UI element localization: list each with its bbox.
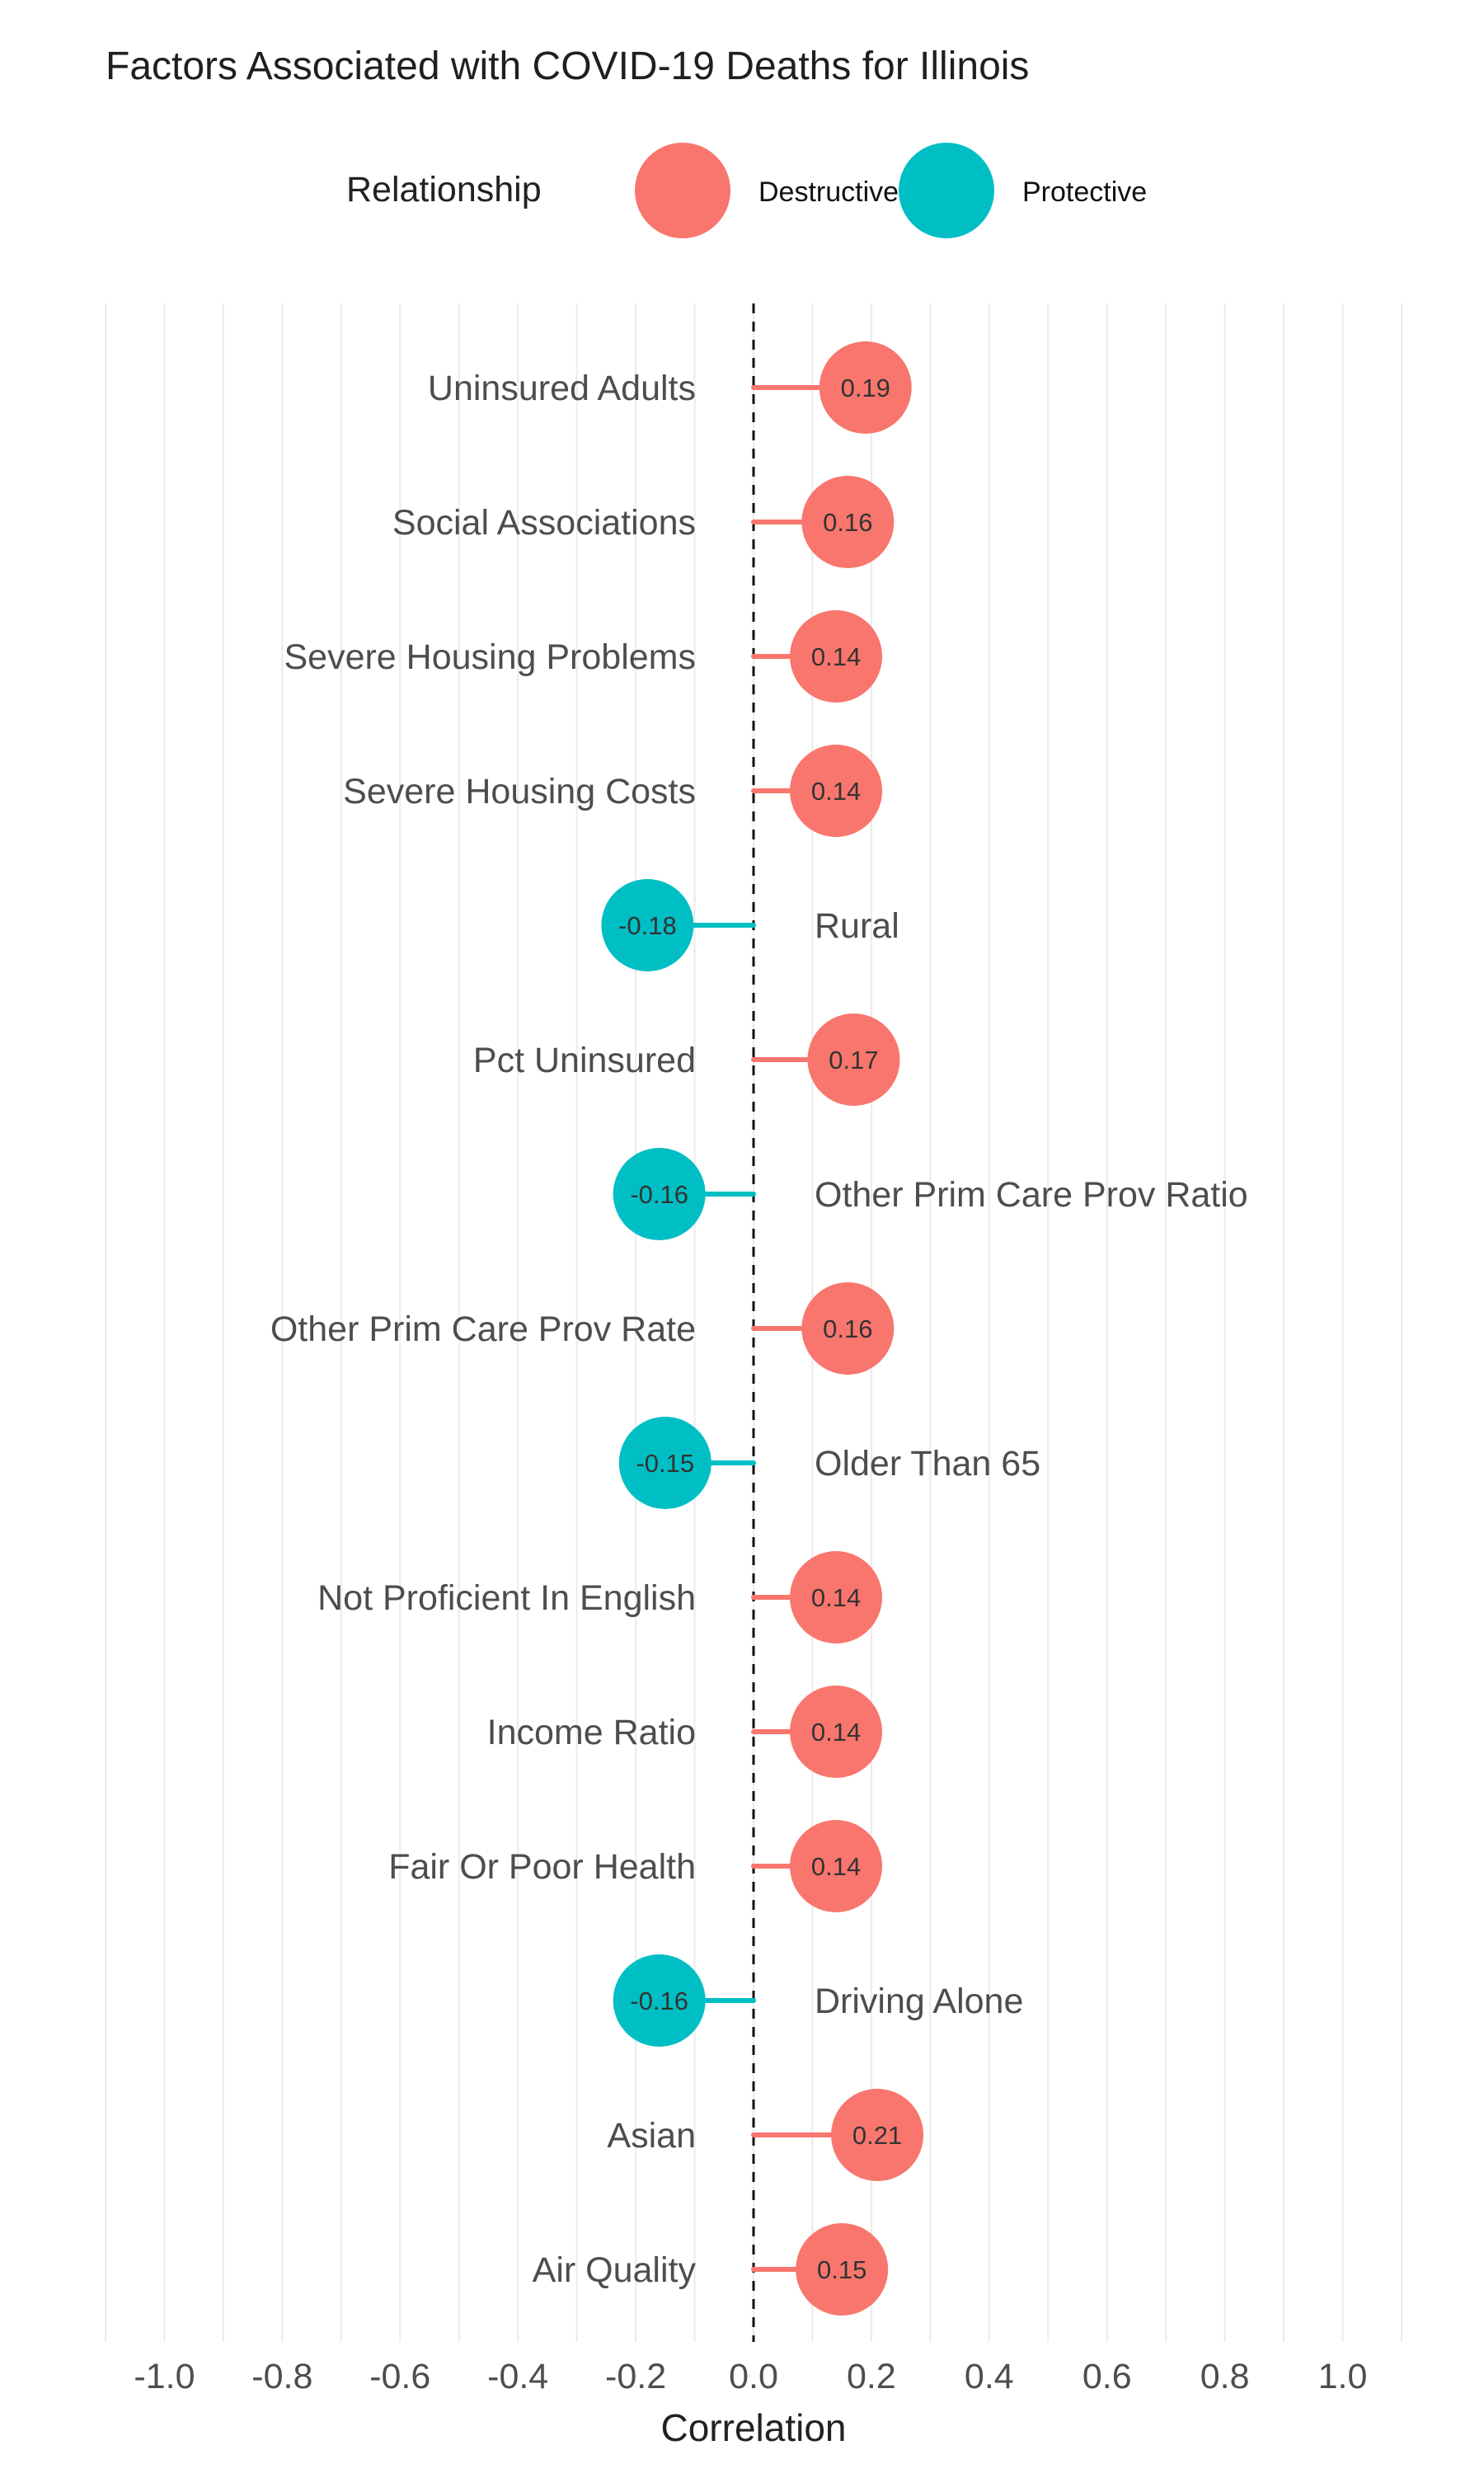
category-label-older-than-65: Older Than 65	[815, 1444, 1040, 1484]
point-other-prim-care-prov-ratio	[613, 1148, 706, 1240]
x-tick-label: 0.2	[847, 2357, 896, 2396]
category-label-rural: Rural	[815, 906, 899, 946]
x-tick-label: -0.8	[251, 2357, 312, 2396]
data-label-other-prim-care-prov-ratio: -0.16	[630, 1180, 688, 1209]
point-older-than-65	[618, 1417, 711, 1509]
data-label-rural: -0.18	[618, 911, 677, 940]
point-other-prim-care-prov-rate	[801, 1282, 895, 1375]
x-tick-label: -1.0	[134, 2357, 195, 2396]
point-pct-uninsured	[807, 1013, 900, 1106]
data-label-not-proficient-in-english: 0.14	[811, 1583, 861, 1612]
category-label-fair-or-poor-health: Fair Or Poor Health	[388, 1847, 696, 1887]
category-label-air-quality: Air Quality	[533, 2250, 697, 2290]
legend-label-protective: Protective	[1022, 176, 1147, 208]
point-uninsured-adults	[819, 341, 912, 434]
data-label-driving-alone: -0.16	[630, 1987, 688, 2015]
point-rural	[601, 879, 694, 971]
legend-title: Relationship	[346, 170, 542, 209]
category-label-social-associations: Social Associations	[392, 503, 696, 543]
category-label-income-ratio: Income Ratio	[487, 1713, 696, 1752]
legend-label-destructive: Destructive	[758, 176, 899, 208]
category-label-other-prim-care-prov-ratio: Other Prim Care Prov Ratio	[815, 1175, 1248, 1215]
point-air-quality	[796, 2223, 889, 2316]
x-tick-label: -0.2	[605, 2357, 666, 2396]
data-label-income-ratio: 0.14	[811, 1718, 861, 1747]
data-label-pct-uninsured: 0.17	[829, 1046, 878, 1074]
marks-layer: 0.19 Uninsured Adults 0.16 Social Associati…	[270, 341, 1248, 2316]
x-tick-label: 1.0	[1318, 2357, 1368, 2396]
x-tick-label: 0.4	[965, 2357, 1014, 2396]
category-label-asian: Asian	[607, 2116, 696, 2156]
point-not-proficient-in-english	[790, 1551, 883, 1643]
data-label-air-quality: 0.15	[817, 2255, 866, 2284]
data-label-older-than-65: -0.15	[636, 1449, 694, 1478]
category-label-severe-housing-costs: Severe Housing Costs	[343, 772, 696, 811]
data-label-severe-housing-costs: 0.14	[811, 777, 861, 806]
data-label-asian: 0.21	[852, 2121, 902, 2150]
x-tick-label: 0.6	[1082, 2357, 1132, 2396]
category-label-not-proficient-in-english: Not Proficient In English	[317, 1578, 696, 1618]
category-label-severe-housing-problems: Severe Housing Problems	[284, 637, 696, 677]
legend: Relationship Destructive Protective	[346, 143, 1147, 238]
x-tick-label: 0.8	[1200, 2357, 1250, 2396]
x-tick-label: -0.6	[369, 2357, 430, 2396]
point-severe-housing-problems	[790, 610, 883, 703]
category-label-pct-uninsured: Pct Uninsured	[473, 1041, 696, 1080]
data-label-fair-or-poor-health: 0.14	[811, 1852, 861, 1881]
point-income-ratio	[790, 1686, 883, 1778]
data-label-other-prim-care-prov-rate: 0.16	[823, 1314, 872, 1343]
x-tick-label: -0.4	[487, 2357, 548, 2396]
point-fair-or-poor-health	[790, 1820, 883, 1912]
point-social-associations	[801, 476, 895, 568]
data-label-severe-housing-problems: 0.14	[811, 642, 861, 671]
point-asian	[831, 2089, 924, 2181]
category-label-driving-alone: Driving Alone	[815, 1982, 1023, 2021]
legend-key-protective	[899, 143, 994, 238]
category-label-other-prim-care-prov-rate: Other Prim Care Prov Rate	[270, 1310, 696, 1349]
x-axis-title: Correlation	[661, 2406, 847, 2449]
chart-title: Factors Associated with COVID-19 Deaths …	[106, 45, 1029, 88]
data-label-social-associations: 0.16	[823, 508, 872, 537]
x-tick-label: 0.0	[729, 2357, 778, 2396]
category-label-uninsured-adults: Uninsured Adults	[428, 369, 696, 408]
point-driving-alone	[613, 1954, 706, 2047]
legend-key-destructive	[635, 143, 730, 238]
data-label-uninsured-adults: 0.19	[841, 374, 890, 402]
point-severe-housing-costs	[790, 745, 883, 837]
x-axis: -1.0 -0.8 -0.6 -0.4 -0.2 0.0 0.2 0.4 0.6 0.8 1.0	[134, 2357, 1367, 2396]
